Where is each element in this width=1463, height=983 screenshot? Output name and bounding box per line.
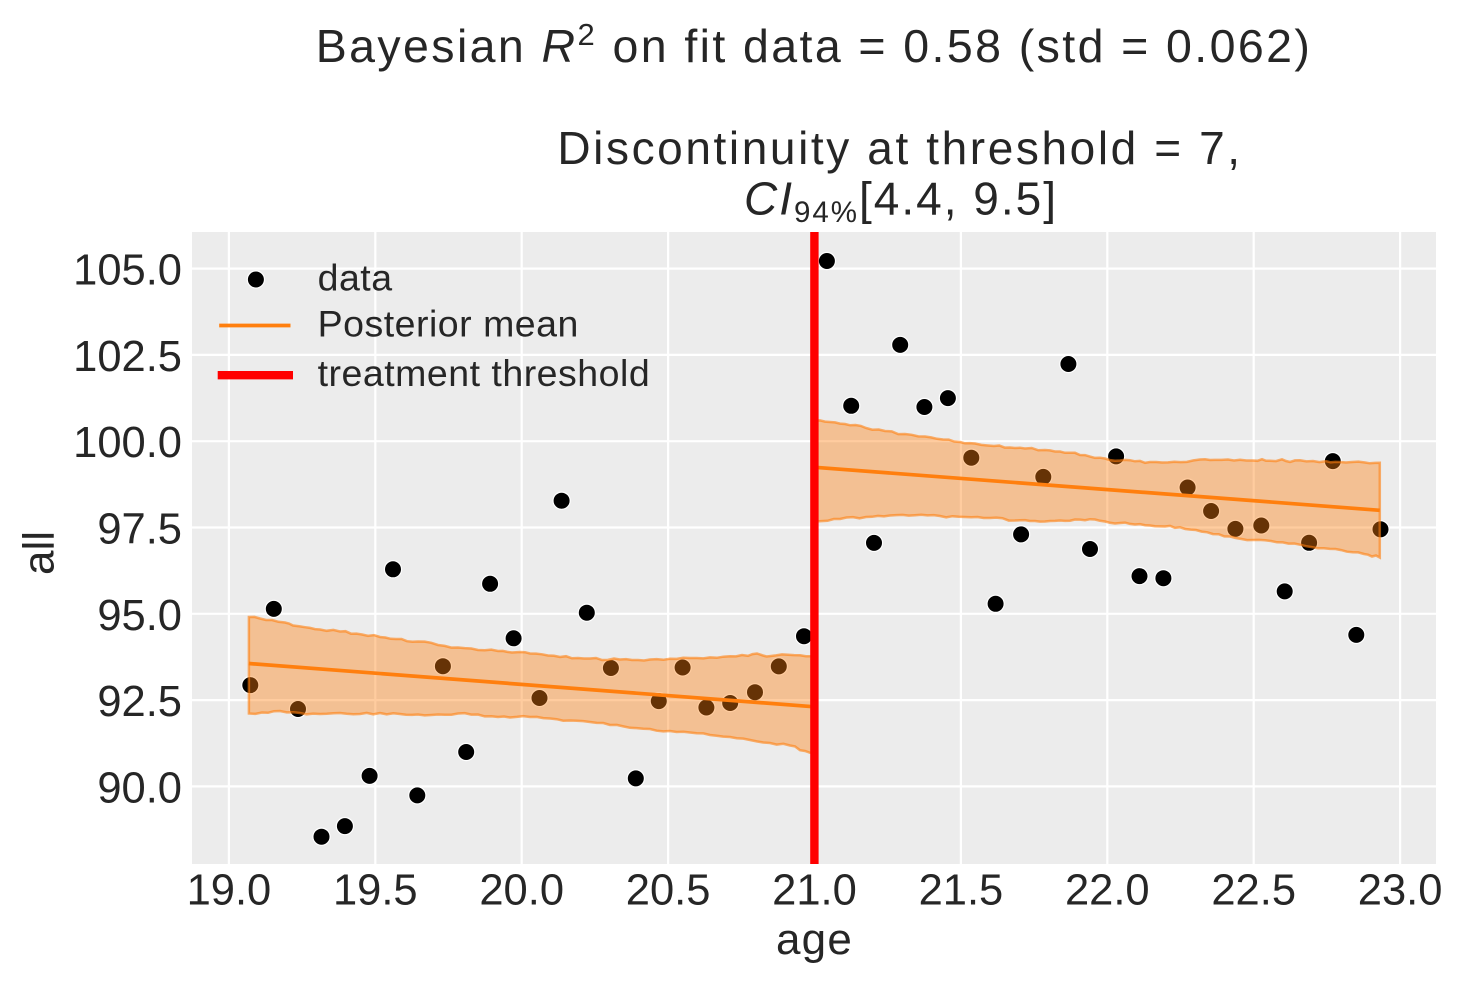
svg-text:20.5: 20.5 xyxy=(626,867,711,915)
svg-text:Posterior mean: Posterior mean xyxy=(318,303,579,345)
svg-text:105.0: 105.0 xyxy=(73,247,182,295)
svg-text:22.0: 22.0 xyxy=(1065,867,1150,915)
svg-text:22.5: 22.5 xyxy=(1211,867,1296,915)
svg-text:CI94%[4.4, 9.5]: CI94%[4.4, 9.5] xyxy=(744,172,1058,229)
svg-text:97.5: 97.5 xyxy=(97,506,182,554)
svg-text:age: age xyxy=(776,915,853,964)
svg-text:21.0: 21.0 xyxy=(772,867,857,915)
svg-text:100.0: 100.0 xyxy=(73,419,182,467)
svg-text:21.5: 21.5 xyxy=(919,867,1004,915)
svg-text:Discontinuity at threshold = 7: Discontinuity at threshold = 7, xyxy=(557,122,1242,174)
svg-text:90.0: 90.0 xyxy=(97,764,182,812)
svg-text:data: data xyxy=(318,257,393,299)
svg-text:19.0: 19.0 xyxy=(187,867,272,915)
svg-text:20.0: 20.0 xyxy=(479,867,564,915)
svg-text:all: all xyxy=(15,531,64,575)
svg-text:Bayesian R2 on fit data = 0.58: Bayesian R2 on fit data = 0.58 (std = 0.… xyxy=(316,17,1313,72)
svg-text:23.0: 23.0 xyxy=(1358,867,1443,915)
svg-text:95.0: 95.0 xyxy=(97,592,182,640)
svg-text:102.5: 102.5 xyxy=(73,333,182,381)
svg-text:19.5: 19.5 xyxy=(333,867,418,915)
svg-text:treatment threshold: treatment threshold xyxy=(318,352,651,394)
svg-text:92.5: 92.5 xyxy=(97,678,182,726)
